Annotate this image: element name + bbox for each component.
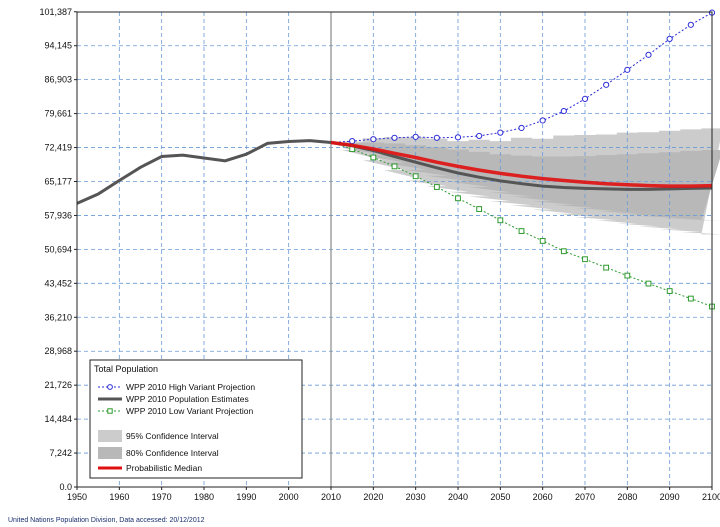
x-tick-label: 2060 bbox=[533, 492, 553, 502]
data-point-low-variant bbox=[582, 256, 588, 263]
y-tick-label: 65,177 bbox=[44, 176, 72, 186]
data-point-high-variant bbox=[349, 137, 356, 145]
legend-marker bbox=[107, 384, 113, 390]
axes: 0.0 7,242 14,484 21,726 28,968 36,210 43,452 50… bbox=[39, 7, 720, 502]
legend-label: WPP 2010 Low Variant Projection bbox=[126, 406, 254, 416]
data-point-low-variant bbox=[560, 248, 567, 255]
series-lines bbox=[76, 9, 716, 310]
x-tick-label: 1960 bbox=[109, 492, 129, 502]
legend-marker bbox=[107, 408, 113, 414]
confidence-bands bbox=[341, 128, 720, 235]
x-tick-label: 2090 bbox=[660, 492, 680, 502]
y-tick-label: 28,968 bbox=[44, 346, 72, 356]
y-tick-label: 21,726 bbox=[44, 380, 72, 390]
legend-box bbox=[89, 359, 303, 479]
x-tick-label: 1970 bbox=[152, 492, 172, 502]
legend-swatch bbox=[98, 430, 122, 442]
y-tick-label: 86,903 bbox=[44, 75, 72, 85]
x-tick-label: 2020 bbox=[363, 492, 383, 502]
data-point-low-variant bbox=[391, 163, 398, 170]
y-tick-label: 14,484 bbox=[44, 414, 72, 424]
data-point-high-variant bbox=[454, 134, 462, 141]
legend-label: WPP 2010 Population Estimates bbox=[126, 394, 249, 404]
legend-label: Probabilistic Median bbox=[126, 463, 202, 473]
y-tick-label: 36,210 bbox=[44, 312, 72, 322]
x-tick-label: 1980 bbox=[194, 492, 214, 502]
x-tick-label: 2070 bbox=[575, 492, 595, 502]
data-point-high-variant bbox=[624, 66, 631, 73]
series-line-wpp-2010-population-estimates bbox=[76, 139, 713, 205]
data-point-high-variant bbox=[412, 133, 419, 140]
y-tick-label: 101,387 bbox=[39, 7, 72, 17]
data-point-high-variant bbox=[497, 129, 504, 136]
data-point-low-variant bbox=[455, 195, 461, 202]
x-tick-label: 2040 bbox=[448, 492, 468, 502]
y-tick-label: 7,242 bbox=[49, 448, 72, 458]
y-tick-label: 94,145 bbox=[44, 41, 72, 51]
y-tick-label: 79,661 bbox=[44, 109, 72, 119]
data-point-low-variant bbox=[624, 272, 631, 279]
data-point-high-variant bbox=[433, 134, 440, 141]
y-tick-label: 43,452 bbox=[44, 278, 72, 288]
data-point-low-variant bbox=[518, 228, 525, 234]
data-point-high-variant bbox=[560, 107, 567, 115]
y-tick-label: 57,936 bbox=[44, 210, 72, 220]
x-tick-label: 1950 bbox=[67, 492, 87, 502]
data-point-high-variant bbox=[518, 124, 525, 132]
x-tick-label: 2030 bbox=[406, 492, 426, 502]
source-footer: United Nations Population Division, Data… bbox=[8, 517, 205, 524]
x-tick-label: 2000 bbox=[279, 492, 299, 502]
y-tick-label: 72,419 bbox=[44, 143, 72, 153]
data-point-low-variant bbox=[603, 264, 610, 271]
data-point-high-variant bbox=[581, 95, 589, 102]
legend-label: 95% Confidence Interval bbox=[126, 431, 219, 441]
data-point-high-variant bbox=[645, 51, 652, 58]
series-line-wpp-2010-high-variant-projection bbox=[330, 12, 713, 143]
data-point-low-variant bbox=[687, 295, 694, 302]
x-tick-label: 2080 bbox=[617, 492, 637, 502]
x-tick-label: 1990 bbox=[236, 492, 256, 502]
data-point-low-variant bbox=[433, 184, 440, 190]
x-tick-label: 2100 bbox=[702, 492, 720, 502]
x-tick-label: 2010 bbox=[321, 492, 341, 502]
data-point-low-variant bbox=[645, 280, 652, 287]
legend-label: 80% Confidence Interval bbox=[126, 448, 219, 458]
data-point-low-variant bbox=[539, 238, 546, 244]
data-point-high-variant bbox=[539, 117, 546, 124]
series-line-probabilistic-median bbox=[330, 140, 713, 188]
data-point-low-variant bbox=[370, 154, 377, 161]
data-point-high-variant bbox=[370, 136, 377, 143]
data-point-high-variant bbox=[603, 81, 610, 88]
data-point-low-variant bbox=[497, 217, 504, 224]
x-tick-label: 2050 bbox=[490, 492, 510, 502]
data-point-low-variant bbox=[666, 288, 673, 294]
data-point-low-variant bbox=[412, 173, 419, 180]
legend: Total Population WPP 2010 High Variant Pr… bbox=[89, 359, 303, 479]
data-point-high-variant bbox=[476, 132, 483, 140]
data-point-high-variant bbox=[687, 21, 694, 28]
y-tick-label: 50,694 bbox=[44, 244, 72, 254]
data-point-high-variant bbox=[391, 134, 398, 141]
legend-title: Total Population bbox=[94, 364, 158, 374]
legend-label: WPP 2010 High Variant Projection bbox=[126, 382, 255, 392]
data-point-high-variant bbox=[666, 35, 673, 42]
y-tick-label: 0.0 bbox=[59, 482, 72, 492]
data-point-low-variant bbox=[476, 206, 483, 212]
legend-swatch bbox=[98, 447, 122, 459]
